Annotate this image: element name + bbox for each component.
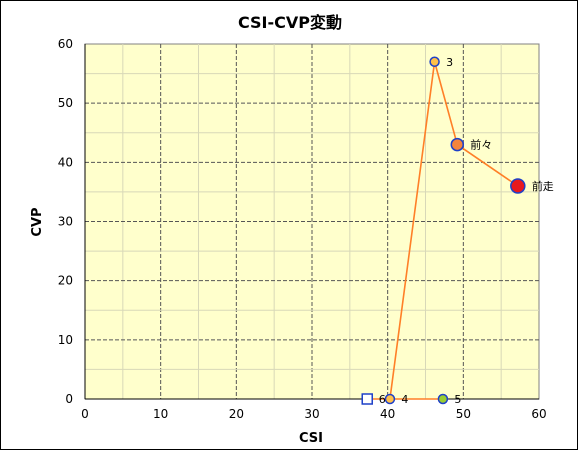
x-tick-label: 0 <box>81 407 89 421</box>
data-point-label: 3 <box>446 56 453 69</box>
tick-layer: 0 10 20 30 40 50 60 0 10 20 30 40 50 60 <box>58 37 547 421</box>
data-point <box>450 137 465 152</box>
y-tick-label: 20 <box>58 274 73 288</box>
data-point-label: 6 <box>379 393 386 406</box>
data-point-label: 前走 <box>532 179 554 193</box>
x-tick-label: 30 <box>304 407 319 421</box>
data-point <box>384 393 396 405</box>
grid-layer <box>85 44 539 399</box>
y-tick-label: 50 <box>58 96 73 110</box>
y-axis-title: CVP <box>30 207 45 236</box>
x-tick-label: 40 <box>380 407 395 421</box>
y-tick-label: 60 <box>58 37 73 51</box>
data-point-label: 4 <box>401 393 408 406</box>
data-point-label: 前々 <box>470 138 492 152</box>
y-tick-label: 40 <box>58 155 73 169</box>
data-point-layer: 前走 前々 3 4 5 6 <box>361 56 554 406</box>
y-tick-label: 10 <box>58 333 73 347</box>
x-tick-label: 60 <box>531 407 546 421</box>
x-tick-label: 50 <box>456 407 471 421</box>
y-tick-label: 0 <box>65 392 73 406</box>
data-point <box>361 393 373 405</box>
data-point-label: 5 <box>454 393 461 406</box>
data-point <box>510 178 526 194</box>
data-point <box>429 56 440 67</box>
series-line <box>367 61 519 400</box>
x-tick-label: 10 <box>153 407 168 421</box>
x-tick-label: 20 <box>229 407 244 421</box>
data-point <box>437 393 449 405</box>
chart-title: CSI-CVP変動 <box>238 13 342 32</box>
y-tick-label: 30 <box>58 215 73 229</box>
series-line-layer <box>367 61 519 400</box>
x-axis-title: CSI <box>299 431 323 446</box>
